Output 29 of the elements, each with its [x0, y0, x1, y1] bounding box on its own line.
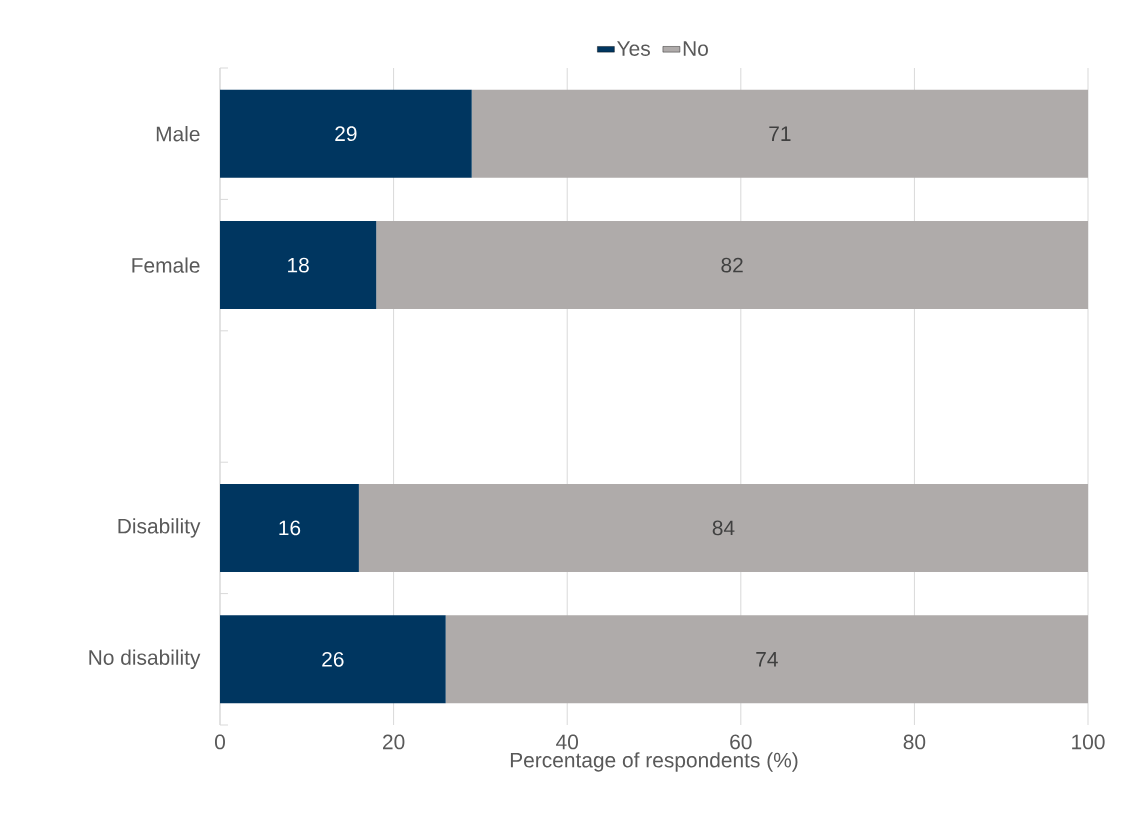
y-tick-label: Male: [156, 126, 200, 142]
y-tick-label: Female: [132, 257, 200, 273]
data-label: 71: [769, 126, 791, 141]
legend-label: Yes: [617, 41, 650, 56]
data-label: 82: [721, 257, 743, 273]
x-tick-label: 80: [903, 734, 926, 750]
x-tick-label: 20: [383, 734, 405, 750]
x-axis-title: Percentage of respondents (%): [510, 752, 798, 772]
bar: [220, 483, 359, 572]
y-tick-label: Disability: [118, 518, 201, 538]
x-tick-label: 60: [730, 734, 752, 750]
bar: [220, 615, 446, 704]
bar: [445, 615, 1089, 704]
bar: [376, 221, 1089, 310]
y-tick-label: No disability: [89, 649, 201, 670]
x-tick-label: 0: [215, 734, 225, 750]
data-label: 16: [279, 520, 301, 536]
x-tick-label: 100: [1072, 734, 1105, 750]
x-tick-label: 40: [556, 734, 579, 750]
data-label: 84: [712, 520, 735, 536]
bar: [471, 89, 1089, 178]
data-label: 18: [288, 257, 309, 273]
data-label: 29: [335, 126, 357, 142]
bar: [220, 221, 377, 310]
data-label: 26: [322, 651, 344, 667]
data-label: 74: [756, 652, 778, 667]
bar: [220, 89, 472, 178]
legend-label: No: [683, 41, 708, 56]
bar: [358, 483, 1089, 572]
